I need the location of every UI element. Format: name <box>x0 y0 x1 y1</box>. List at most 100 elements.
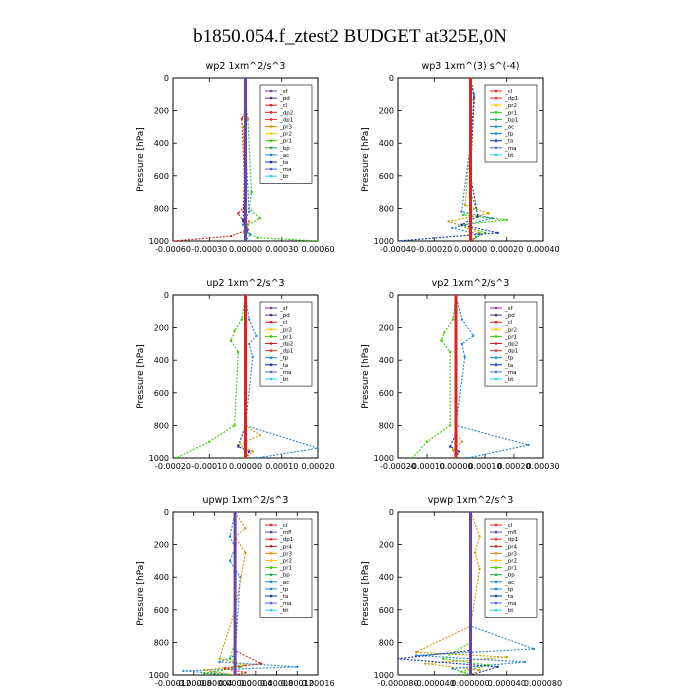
legend-entry: _pr2 <box>279 559 292 565</box>
y-tick-label: 400 <box>379 356 394 365</box>
data-point <box>259 662 263 665</box>
data-point <box>487 212 490 215</box>
data-point <box>447 220 450 223</box>
legend-marker <box>269 153 273 157</box>
x-tick-label: -0.00010 <box>191 462 227 471</box>
data-point <box>478 535 481 538</box>
legend-entry: _ac <box>279 580 289 586</box>
x-tick-label: 0.000040 <box>488 679 526 688</box>
x-tick-label: 0.00030 <box>526 462 559 471</box>
x-tick-label: -0.00008 <box>176 679 212 688</box>
legend-marker <box>269 363 273 367</box>
data-point <box>233 329 236 333</box>
series-line-pr1 <box>176 295 247 458</box>
legend-marker <box>494 328 498 331</box>
plot-area <box>173 78 318 241</box>
legend-entry: _bt <box>279 174 289 180</box>
panel-title: up2 1xm^2/s^3 <box>206 278 284 289</box>
data-point <box>463 355 466 359</box>
legend-entry: _pr1 <box>279 139 292 145</box>
data-point <box>451 448 455 452</box>
legend-marker <box>494 320 498 324</box>
legend-marker <box>269 103 273 107</box>
y-tick-label: 400 <box>154 573 169 582</box>
legend-marker <box>494 153 498 157</box>
legend-entry: _cl <box>279 523 288 529</box>
data-point <box>243 295 248 297</box>
legend-marker <box>494 566 498 569</box>
data-point <box>440 339 443 342</box>
plot-frame <box>172 511 319 676</box>
data-point <box>316 447 318 450</box>
series-line-dp2 <box>173 78 249 241</box>
legend-entry: _mfl <box>279 530 292 536</box>
data-point <box>460 342 463 346</box>
y-tick-label: 800 <box>154 638 169 647</box>
y-tick-label: 200 <box>154 324 169 333</box>
data-point <box>246 117 250 120</box>
legend-entry: _ma <box>504 370 516 376</box>
y-tick-label: 600 <box>154 172 169 181</box>
legend-entry: _pr4 <box>279 544 293 550</box>
data-point <box>239 665 242 669</box>
data-point <box>244 527 247 530</box>
x-tick-label: 0.00012 <box>281 679 314 688</box>
legend-marker <box>494 580 498 584</box>
data-point <box>202 668 206 672</box>
legend-entry: _ta <box>279 363 288 369</box>
legend-marker <box>494 594 498 598</box>
data-point <box>247 450 251 453</box>
legend-marker <box>269 313 273 317</box>
y-tick-label: 400 <box>154 139 169 148</box>
data-point <box>182 669 185 673</box>
series-line-ta <box>398 512 498 675</box>
legend-marker <box>269 174 273 178</box>
data-point <box>457 450 461 453</box>
legend-marker <box>269 125 273 128</box>
legend-entry: _bp <box>279 573 290 579</box>
data-point <box>208 440 211 443</box>
data-point <box>505 655 508 659</box>
legend-entry: _ta <box>504 139 513 145</box>
data-point <box>451 226 454 230</box>
y-tick-label: 200 <box>379 107 394 116</box>
legend-entry: _dp2 <box>504 342 518 348</box>
legend-marker <box>494 552 498 555</box>
data-point <box>423 662 427 665</box>
plot-frame <box>397 294 544 459</box>
data-point <box>241 218 245 222</box>
data-point <box>243 456 248 458</box>
y-tick-label: 400 <box>379 139 394 148</box>
data-point <box>223 667 226 670</box>
data-point <box>496 231 499 235</box>
x-tick-label: 0.00010 <box>265 462 298 471</box>
legend-entry: _pd <box>504 313 515 319</box>
x-tick-label: -0.00010 <box>409 462 445 471</box>
data-point <box>237 212 240 215</box>
legend-marker <box>494 139 498 142</box>
legend-marker <box>494 356 498 360</box>
x-tick-label: -0.00004 <box>196 679 232 688</box>
legend-entry: _pr3 <box>279 551 293 557</box>
data-point <box>460 223 463 226</box>
data-point <box>505 218 508 222</box>
chart-panels: wp2 1xm^2/s^3 Pressure [hPa] 0 200 400 600 800… <box>136 61 562 688</box>
chart-panel-6: vpwp 1xm^2/s^3 Pressure [hPa] 0 200 400 600 80… <box>361 495 562 688</box>
y-tick-label: 200 <box>379 541 394 550</box>
y-tick-label: 600 <box>379 172 394 181</box>
legend-entry: _ma <box>279 601 291 607</box>
data-point <box>449 445 452 448</box>
legend-marker <box>269 566 273 569</box>
x-tick-label: 0.00000 <box>229 462 262 471</box>
series-line-pr2 <box>415 512 507 675</box>
plot-area <box>175 295 318 458</box>
x-tick-label: 0.00010 <box>468 462 501 471</box>
data-point <box>454 456 458 458</box>
data-point <box>233 673 237 675</box>
legend-entry: _ac <box>279 153 289 159</box>
legend-entry: _mfl <box>504 530 517 536</box>
legend-box <box>259 84 313 184</box>
legend-marker <box>494 587 498 591</box>
legend-entry: _dp1 <box>279 349 293 355</box>
y-tick-label: 1000 <box>374 671 394 680</box>
